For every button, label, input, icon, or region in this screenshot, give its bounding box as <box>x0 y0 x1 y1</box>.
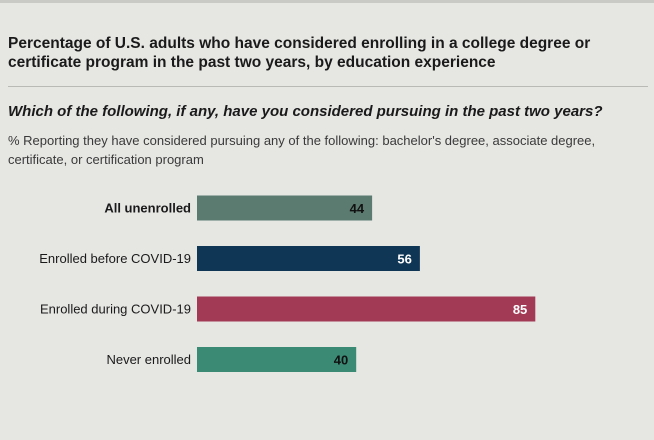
bar-group: Never enrolled 40 <box>106 347 357 372</box>
bar <box>197 246 420 271</box>
value-label: 40 <box>334 353 348 368</box>
value-label: 44 <box>350 201 365 216</box>
chart-question: Which of the following, if any, have you… <box>8 103 603 120</box>
category-label: All unenrolled <box>104 201 191 216</box>
bar <box>197 347 357 372</box>
chart-title: Percentage of U.S. adults who have consi… <box>8 35 591 71</box>
value-label: 56 <box>397 252 411 267</box>
bar <box>197 195 373 221</box>
bar-group: Enrolled before COVID-19 56 <box>39 246 420 271</box>
value-label: 85 <box>513 302 527 317</box>
category-label: Never enrolled <box>106 352 191 367</box>
chart-subtitle: % Reporting they have considered pursuin… <box>8 133 596 167</box>
bar-group: Enrolled during COVID-19 85 <box>40 296 536 322</box>
bar <box>197 296 536 322</box>
top-rule <box>0 0 654 3</box>
title-divider <box>8 86 648 87</box>
category-label: Enrolled during COVID-19 <box>40 302 191 317</box>
category-label: Enrolled before COVID-19 <box>39 251 191 266</box>
bar-group: All unenrolled 44 <box>104 195 373 221</box>
